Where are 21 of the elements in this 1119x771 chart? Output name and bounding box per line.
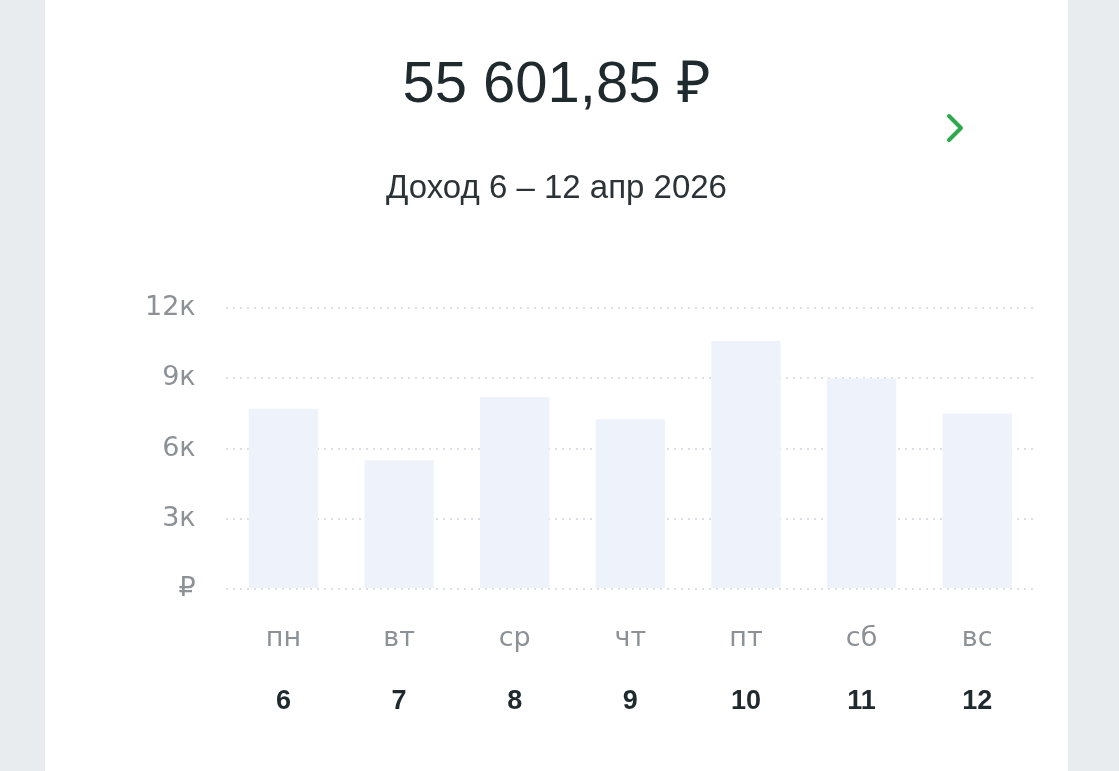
chart-subtitle: Доход 6 – 12 апр 2026 <box>385 168 728 206</box>
bar <box>364 460 434 588</box>
bar <box>942 413 1012 588</box>
category-label: сб 11 <box>845 621 878 716</box>
bar <box>711 340 781 588</box>
y-tick-label: 3к <box>162 500 196 532</box>
y-tick-label: 6к <box>162 430 196 462</box>
category-label: пт 10 <box>729 621 763 716</box>
bar <box>248 408 319 588</box>
category-label: вс 12 <box>961 621 993 716</box>
category-label: ср 8 <box>498 621 531 716</box>
y-tick-label: 9к <box>162 360 196 392</box>
category-label: пн 6 <box>265 621 302 716</box>
y-tick-label: ₽ <box>178 571 196 603</box>
bar <box>826 378 897 588</box>
category-label: чт 9 <box>614 621 647 716</box>
bar <box>595 419 666 588</box>
bar <box>480 397 550 588</box>
category-label: вт 7 <box>383 621 415 716</box>
chart-title: 55 601,85 ₽ <box>401 48 712 116</box>
y-tick-label: 12к <box>144 290 196 322</box>
